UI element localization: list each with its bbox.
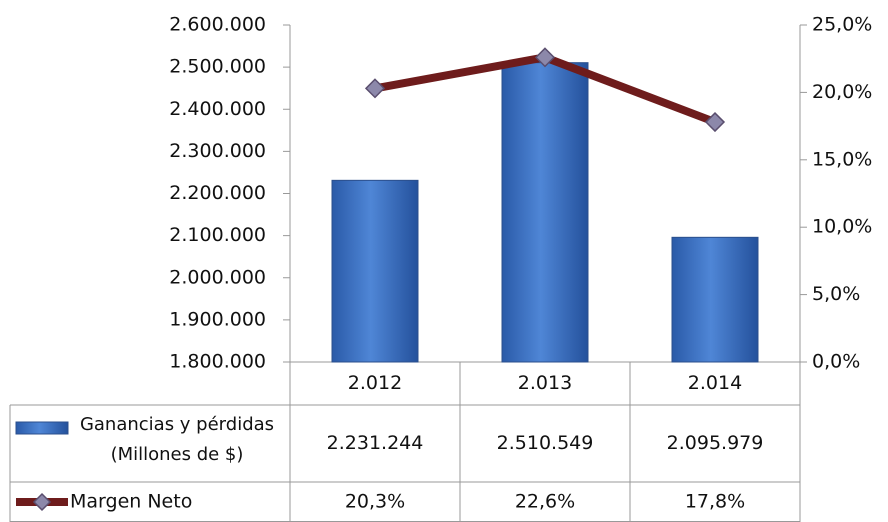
y-tick-label: 2.100.000	[169, 224, 266, 246]
marker	[364, 78, 386, 99]
y-tick-label: 1.900.000	[169, 308, 266, 330]
legend-text: Ganancias y pérdidas (Millones de $)	[79, 414, 275, 465]
category-label: 2.014	[688, 372, 742, 394]
legend-marker	[32, 492, 52, 512]
category-label: 2.013	[518, 372, 572, 394]
table-value: 22,6%	[515, 491, 575, 513]
table-value: 20,3%	[345, 491, 405, 513]
y-tick-label: 2.400.000	[169, 98, 266, 120]
y2-tick-label: 25,0%	[812, 14, 872, 36]
table-value: 17,8%	[685, 491, 745, 513]
bar	[671, 236, 759, 363]
y2-tick-label: 20,0%	[812, 81, 872, 103]
y-tick-label: 2.200.000	[169, 182, 266, 204]
bar	[501, 62, 589, 363]
y2-tick-label: 5,0%	[812, 283, 860, 305]
y-tick-label: 1.800.000	[169, 351, 266, 373]
marker	[704, 111, 726, 133]
legend-label: Ganancias y pérdidas (Millones de $)	[79, 414, 275, 465]
y-tick-label: 2.500.000	[169, 56, 266, 78]
table-value: 2.095.979	[667, 432, 764, 454]
category-label: 2.012	[348, 372, 402, 394]
y2-tick-label: 10,0%	[812, 216, 872, 238]
y-tick-label: 2.300.000	[169, 140, 266, 162]
table-value: 2.231.244	[327, 432, 424, 454]
y2-tick-label: 0,0%	[812, 351, 860, 373]
legend-label: Margen Neto	[70, 491, 192, 513]
legend-swatch	[15, 421, 69, 435]
y-tick-label: 2.600.000	[169, 14, 266, 36]
y-tick-label: 2.000.000	[169, 266, 266, 288]
y2-tick-label: 15,0%	[812, 148, 872, 170]
table-value: 2.510.549	[497, 432, 594, 454]
bar	[331, 179, 419, 363]
marker	[534, 47, 556, 68]
